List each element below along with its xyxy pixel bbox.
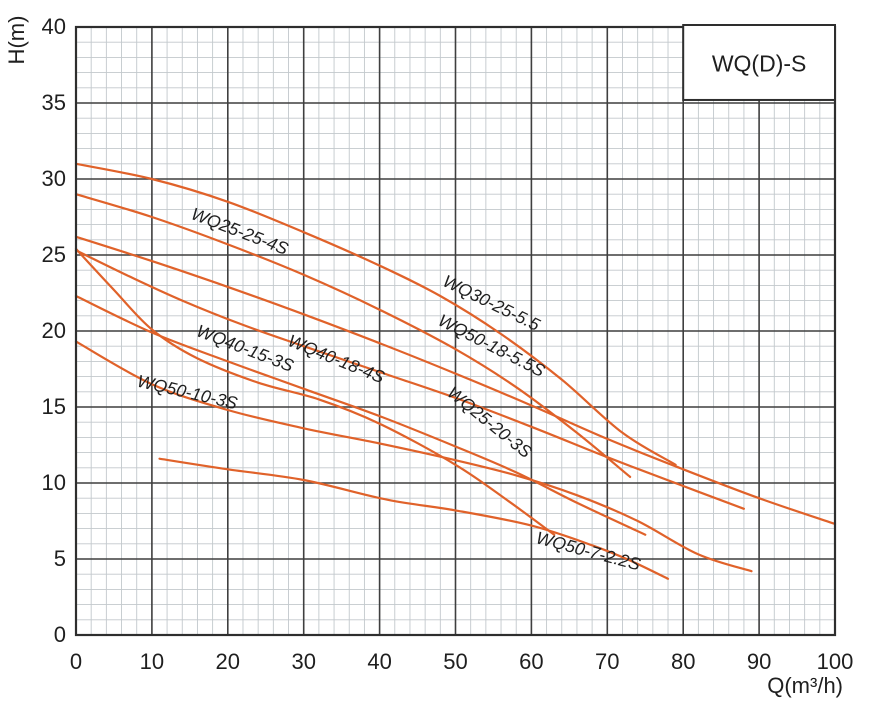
x-tick-label: 100: [817, 649, 854, 674]
legend-label: WQ(D)-S: [712, 50, 807, 76]
x-axis-title: Q(m³/h): [767, 673, 843, 698]
curve-WQ50-18-5.5S: [74, 235, 837, 526]
curve-label-WQ25-25-4S: WQ25-25-4S: [189, 204, 292, 259]
x-tick-label: 40: [367, 649, 391, 674]
curve-WQ25-20-3S: [74, 247, 556, 536]
curve-WQ50-10-3S: [74, 340, 753, 573]
y-tick-label: 15: [42, 394, 66, 419]
y-tick-label: 30: [42, 166, 66, 191]
x-tick-label: 50: [443, 649, 467, 674]
y-tick-label: 5: [54, 546, 66, 571]
x-tick-label: 60: [519, 649, 543, 674]
y-tick-label: 0: [54, 622, 66, 647]
y-axis-title: H(m): [4, 16, 29, 65]
plot-border: [74, 25, 837, 637]
legend-box: [682, 24, 837, 101]
y-tick-label: 10: [42, 470, 66, 495]
x-tick-label: 10: [140, 649, 164, 674]
curve-WQ50-7-2.2S: [158, 457, 670, 580]
curve-WQ30-25-5.5: [74, 162, 677, 466]
y-tick-label: 35: [42, 90, 66, 115]
x-tick-label: 0: [70, 649, 82, 674]
y-tick-label: 25: [42, 242, 66, 267]
x-tick-label: 80: [671, 649, 695, 674]
x-tick-label: 70: [595, 649, 619, 674]
y-tick-label: 20: [42, 318, 66, 343]
x-tick-label: 90: [747, 649, 771, 674]
curve-WQ40-15-3S: [74, 294, 647, 536]
curve-label-WQ50-7-2.2S: WQ50-7-2.2S: [534, 527, 643, 574]
x-tick-label: 20: [216, 649, 240, 674]
x-tick-label: 30: [291, 649, 315, 674]
curve-WQ40-18-4S: [74, 249, 745, 510]
y-tick-label: 40: [42, 14, 66, 39]
curve-label-WQ40-18-4S: WQ40-18-4S: [285, 330, 387, 387]
